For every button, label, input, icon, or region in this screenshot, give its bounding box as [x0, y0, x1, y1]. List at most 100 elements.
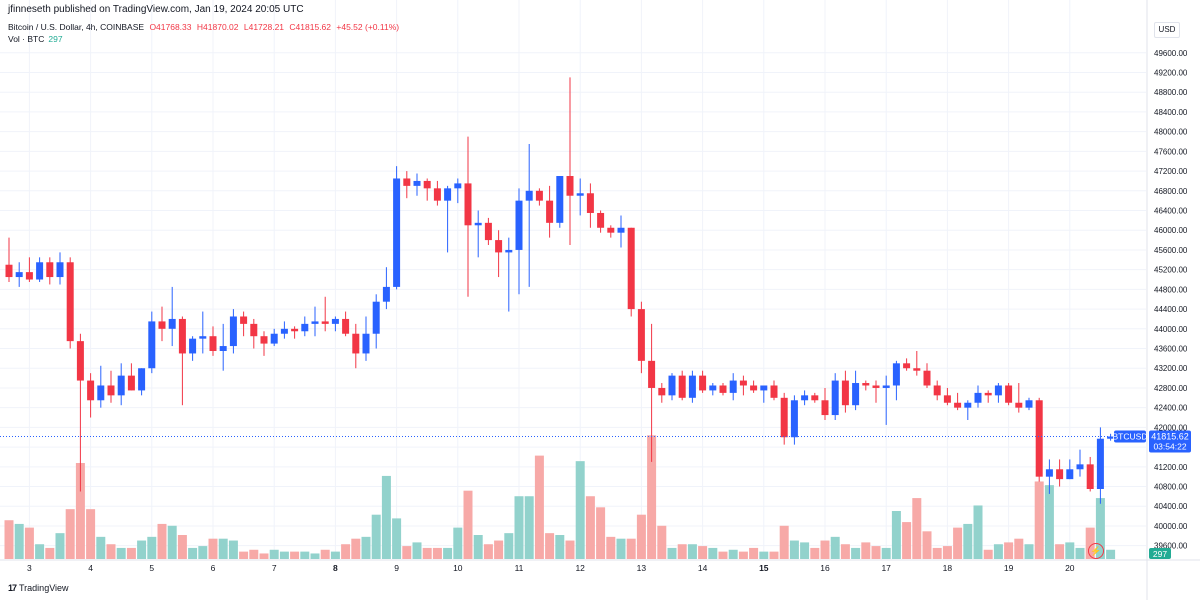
- candle-body: [515, 200, 523, 250]
- candle-body: [168, 318, 176, 329]
- candle-body: [413, 180, 421, 186]
- volume-bar: [239, 551, 249, 559]
- volume-bar: [381, 475, 391, 559]
- price-tick-label: 48000.00: [1154, 128, 1188, 137]
- volume-bar: [228, 540, 238, 559]
- tradingview-logo: 17 TradingView: [8, 583, 69, 593]
- time-tick-label: 9: [394, 563, 399, 573]
- change-value: +45.52 (+0.11%): [336, 22, 400, 32]
- volume-bar: [300, 551, 310, 559]
- candle-body: [535, 190, 543, 201]
- candle-body: [984, 392, 992, 396]
- volume-label[interactable]: Vol · BTC: [8, 34, 45, 44]
- candle-body: [189, 338, 197, 354]
- volume-bar: [800, 542, 810, 559]
- time-tick-label: 11: [515, 563, 524, 573]
- candle-body: [760, 385, 768, 391]
- candle-body: [525, 190, 533, 201]
- symbol-legend: Bitcoin / U.S. Dollar, 4h, COINBASE O417…: [8, 22, 402, 32]
- candle-body: [474, 222, 482, 226]
- volume-bar: [310, 553, 320, 559]
- volume-bar: [647, 435, 657, 559]
- logo-mark: 17: [8, 583, 17, 593]
- candle-body: [362, 333, 370, 354]
- volume-bar: [738, 551, 748, 559]
- volume-bar: [218, 538, 228, 559]
- candle-body: [688, 375, 696, 398]
- volume-bar: [208, 538, 218, 559]
- volume-bar: [1075, 547, 1085, 559]
- candle-body: [158, 321, 166, 329]
- price-tick-label: 46400.00: [1154, 207, 1188, 216]
- volume-bar: [483, 544, 493, 559]
- candle-body: [637, 309, 645, 361]
- time-tick-label: 6: [211, 563, 216, 573]
- volume-bar: [708, 547, 718, 559]
- time-tick-label: 14: [698, 563, 708, 573]
- price-tick-label: 48400.00: [1154, 108, 1188, 117]
- volume-bar: [759, 551, 769, 559]
- volume-bar: [75, 463, 85, 559]
- price-tick-label: 42400.00: [1154, 404, 1188, 413]
- volume-bar: [1106, 549, 1116, 559]
- candle-body: [423, 180, 431, 189]
- candle-body: [382, 286, 390, 302]
- price-tag-countdown: 03:54:22: [1153, 441, 1186, 451]
- price-tick-label: 41200.00: [1154, 463, 1188, 472]
- volume-bar: [24, 527, 34, 559]
- volume-bar: [902, 522, 912, 559]
- volume-tag-bg: [1149, 548, 1171, 559]
- volume-tag-value: 297: [1153, 549, 1167, 559]
- volume-bar: [147, 536, 157, 559]
- candle-body: [790, 400, 798, 438]
- time-tick-label: 5: [149, 563, 154, 573]
- price-tick-label: 43200.00: [1154, 364, 1188, 373]
- volume-bar: [188, 547, 198, 559]
- candle-body: [780, 397, 788, 438]
- candle-body: [739, 380, 747, 386]
- candle-body: [821, 400, 829, 416]
- volume-bars: [4, 435, 1116, 559]
- candle-body: [1076, 464, 1084, 470]
- time-tick-label: 12: [575, 563, 585, 573]
- volume-bar: [14, 523, 24, 559]
- volume-bar: [432, 547, 442, 559]
- volume-bar: [269, 549, 279, 559]
- time-axis[interactable]: 3 4 5 6 7 8 9 10 11 12 13 14 15 16 17 18 19 20: [27, 563, 1075, 573]
- volume-bar: [96, 536, 106, 559]
- volume-bar: [830, 536, 840, 559]
- time-tick-label: 13: [637, 563, 647, 573]
- candle-body: [566, 176, 574, 196]
- lightning-icon[interactable]: ⚡: [1088, 543, 1104, 559]
- candle-body: [709, 385, 717, 391]
- volume-bar: [585, 496, 595, 559]
- candle-body: [964, 402, 972, 408]
- candle-body: [301, 323, 309, 332]
- candle-body: [229, 316, 237, 347]
- price-tick-label: 43600.00: [1154, 345, 1188, 354]
- time-tick-label: 17: [881, 563, 891, 573]
- price-tick-label: 47200.00: [1154, 167, 1188, 176]
- price-axis[interactable]: 39600.00 40000.00 40400.00 40800.00 41200.00…: [1154, 49, 1188, 551]
- candle-body: [597, 212, 605, 228]
- volume-value: 297: [48, 34, 63, 44]
- volume-bar: [65, 509, 75, 559]
- volume-bar: [494, 540, 504, 559]
- low-value: L41728.21: [243, 22, 285, 32]
- candle-body: [627, 227, 635, 310]
- volume-bar: [626, 538, 636, 559]
- volume-bar: [993, 544, 1003, 559]
- candle-body: [36, 262, 44, 280]
- currency-button[interactable]: USD: [1154, 22, 1180, 38]
- symbol-title[interactable]: Bitcoin / U.S. Dollar, 4h, COINBASE: [8, 22, 145, 32]
- price-tick-label: 48800.00: [1154, 88, 1188, 97]
- volume-bar: [4, 520, 14, 559]
- price-tick-label: 47600.00: [1154, 147, 1188, 156]
- candle-body: [393, 178, 401, 287]
- candle-body: [841, 380, 849, 406]
- candle-body: [974, 392, 982, 403]
- volume-bar: [504, 533, 514, 559]
- volume-bar: [922, 531, 932, 559]
- volume-bar: [443, 547, 453, 559]
